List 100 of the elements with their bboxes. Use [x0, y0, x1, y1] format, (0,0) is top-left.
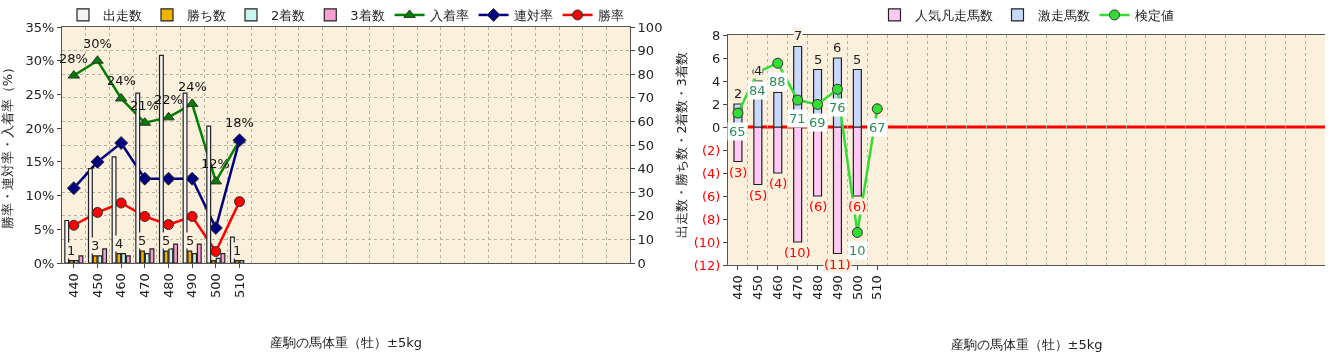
y-tick-label: 2 [712, 96, 721, 112]
bar [87, 168, 93, 263]
data-label: 88 [769, 74, 786, 89]
y-tick-label: 25% [25, 86, 55, 102]
y2-tick-label: 90 [637, 43, 655, 59]
data-label: (11) [824, 257, 851, 272]
data-label: 71 [789, 111, 806, 126]
x-tick-label: 480 [160, 273, 176, 299]
data-label: 67 [869, 120, 886, 135]
x-tick-label: 500 [208, 273, 224, 299]
data-label: 5 [186, 233, 195, 248]
y-tick-label: 4 [712, 73, 721, 89]
point [163, 219, 174, 231]
data-label: 3 [91, 238, 100, 253]
legend-label: 出走数 [103, 8, 142, 24]
point [114, 135, 129, 150]
x-tick-label: 460 [113, 273, 129, 299]
point [851, 226, 863, 238]
x-tick-label: 490 [829, 275, 845, 301]
point [232, 133, 247, 148]
bar [125, 255, 131, 263]
y2-tick-label: 20 [637, 208, 655, 224]
point [831, 83, 843, 95]
data-label: 84 [749, 83, 766, 98]
data-label: 76 [829, 100, 846, 115]
x-tick-label: 470 [789, 275, 805, 301]
data-label: 18% [225, 115, 254, 130]
bar [111, 156, 117, 263]
point [92, 206, 103, 218]
x-tick-label: 450 [89, 273, 105, 299]
y-tick-label: 15% [25, 154, 55, 170]
y-tick-label: (8) [701, 211, 721, 227]
legend-label: 勝ち数 [187, 8, 226, 24]
bar [196, 243, 202, 263]
x-tick-label: 440 [66, 273, 82, 299]
y2-tick-label: 60 [637, 113, 655, 129]
legend-label: 検定値 [1134, 8, 1174, 24]
data-label: 5 [162, 233, 171, 248]
legend-label: 勝率 [597, 8, 624, 24]
point [210, 246, 222, 258]
y-tick-label: 35% [25, 19, 55, 35]
y2-tick-label: 100 [637, 19, 663, 35]
data-label: (6) [848, 199, 867, 214]
y-tick-label: 8 [712, 27, 721, 43]
data-label: (10) [784, 245, 811, 260]
point [162, 111, 175, 121]
y2-tick-label: 0 [637, 255, 646, 271]
data-label: 7 [794, 28, 803, 43]
legend-label: 2着数 [271, 8, 306, 24]
y-tick-label: (4) [701, 165, 721, 181]
y-tick-label: (2) [701, 142, 721, 158]
data-label: 5 [853, 52, 862, 67]
data-label: 65 [729, 124, 746, 139]
data-label: 24% [178, 79, 207, 94]
x-tick-label: 510 [231, 273, 247, 299]
y-tick-label: 30% [25, 53, 55, 69]
point [161, 171, 176, 186]
data-label: 4 [115, 236, 124, 251]
point [871, 103, 883, 115]
point [186, 210, 198, 222]
point [792, 94, 804, 106]
point [90, 154, 105, 169]
point [139, 210, 151, 222]
y2-tick-label: 30 [637, 184, 655, 200]
x-tick-label: 500 [849, 275, 865, 301]
data-label: 5 [814, 52, 823, 67]
point [185, 171, 200, 186]
y-tick-label: 20% [25, 120, 55, 136]
x-axis-title: 産駒の馬体重（牡）±5kg [950, 336, 1103, 352]
data-label: 5 [138, 233, 147, 248]
data-label: 4 [754, 63, 763, 78]
legend-label: 連対率 [513, 8, 553, 24]
y-axis-title: 勝率・連対率・入着率（%） [0, 60, 15, 230]
point [115, 197, 127, 209]
bar [78, 255, 84, 263]
point [732, 107, 744, 119]
legend-label: 人気凡走馬数 [914, 8, 993, 24]
bar [220, 252, 226, 263]
bar [239, 260, 245, 263]
bar [793, 126, 803, 243]
x-tick-label: 450 [750, 275, 766, 301]
point [209, 175, 223, 185]
point [66, 181, 81, 196]
y-tick-label: 10% [25, 188, 55, 204]
y2-tick-label: 50 [637, 137, 655, 153]
x-tick-label: 510 [869, 275, 885, 301]
data-label: 2 [734, 86, 743, 101]
x-tick-label: 440 [730, 275, 746, 301]
y-tick-label: 6 [712, 50, 721, 66]
data-label: 6 [833, 40, 842, 55]
data-label: (4) [769, 176, 788, 191]
point [114, 92, 128, 102]
legend-label: 激走馬数 [1037, 8, 1090, 24]
y2-tick-label: 40 [637, 161, 655, 177]
data-label: 69 [809, 115, 826, 130]
x-tick-label: 490 [184, 273, 200, 299]
data-label: 30% [83, 36, 112, 51]
point [812, 98, 824, 110]
y-tick-label: 0% [33, 255, 55, 271]
bar [149, 248, 155, 263]
